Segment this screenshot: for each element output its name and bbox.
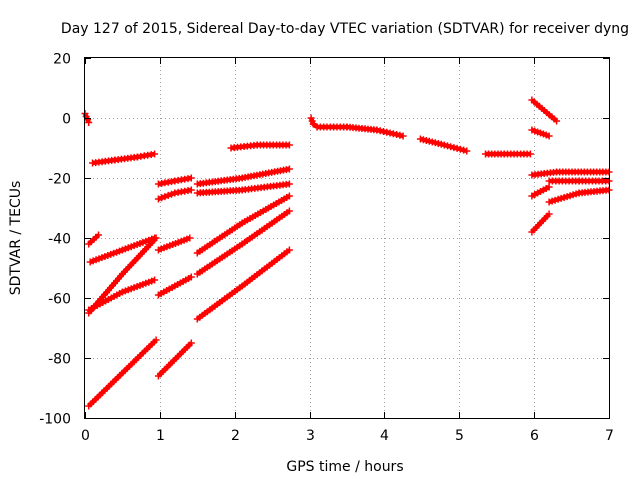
series-s02 bbox=[89, 150, 159, 167]
series-s22 bbox=[482, 150, 534, 158]
series-s27 bbox=[528, 183, 553, 200]
data-point bbox=[309, 120, 317, 128]
data-point bbox=[152, 336, 160, 344]
series-s28 bbox=[545, 186, 613, 206]
data-point bbox=[187, 339, 195, 347]
series-s24 bbox=[528, 126, 553, 140]
series-s18 bbox=[227, 141, 293, 152]
data-point bbox=[187, 174, 195, 182]
plot-frame bbox=[84, 57, 610, 419]
data-point bbox=[152, 234, 160, 242]
data-point bbox=[168, 190, 175, 198]
x-tick-label: 3 bbox=[306, 428, 315, 444]
data-point bbox=[373, 126, 381, 134]
data-point bbox=[450, 144, 458, 152]
series-s15 bbox=[193, 192, 293, 257]
x-tick-label: 7 bbox=[605, 428, 614, 444]
data-point bbox=[154, 195, 162, 203]
y-tick-label: -40 bbox=[48, 232, 71, 248]
series-s14 bbox=[193, 180, 293, 197]
x-tick-label: 6 bbox=[530, 428, 539, 444]
series-s11 bbox=[154, 273, 195, 299]
series-s16 bbox=[193, 207, 293, 278]
series-s19 bbox=[307, 114, 321, 131]
x-tick-label: 0 bbox=[81, 428, 90, 444]
x-tick-label: 5 bbox=[455, 428, 464, 444]
data-point bbox=[460, 146, 468, 154]
x-axis-label: GPS time / hours bbox=[286, 459, 403, 475]
data-point bbox=[380, 128, 387, 135]
series-s09 bbox=[154, 186, 195, 203]
data-point bbox=[545, 183, 553, 191]
series-s26 bbox=[545, 177, 613, 185]
x-tick-label: 1 bbox=[156, 428, 165, 444]
y-axis-label: SDTVAR / TECUs bbox=[8, 181, 24, 296]
data-point bbox=[545, 210, 553, 218]
data-point bbox=[456, 145, 464, 153]
data-point bbox=[85, 119, 93, 126]
data-point bbox=[463, 147, 471, 155]
data-point bbox=[453, 144, 461, 152]
series-s13 bbox=[193, 165, 293, 188]
data-point bbox=[545, 132, 553, 140]
data-point bbox=[553, 117, 561, 125]
data-point bbox=[151, 150, 159, 158]
series-s29 bbox=[528, 210, 553, 236]
data-point bbox=[161, 193, 169, 201]
series-s12 bbox=[154, 339, 195, 380]
series-s21 bbox=[416, 135, 471, 155]
data-point bbox=[187, 273, 195, 281]
data-point bbox=[285, 180, 293, 188]
y-tick-label: 20 bbox=[53, 52, 71, 68]
data-point bbox=[285, 141, 293, 149]
series-s07 bbox=[85, 336, 160, 410]
data-point bbox=[440, 141, 448, 149]
data-point bbox=[285, 246, 293, 254]
data-point bbox=[164, 191, 172, 199]
y-tick-label: -60 bbox=[48, 292, 71, 308]
data-point bbox=[399, 132, 407, 140]
series-line bbox=[156, 341, 193, 378]
data-point bbox=[285, 165, 293, 173]
data-point bbox=[187, 186, 195, 194]
data-point bbox=[526, 150, 534, 158]
grid bbox=[85, 58, 609, 418]
series-s06 bbox=[85, 276, 159, 314]
data-point bbox=[285, 192, 293, 200]
data-point bbox=[95, 231, 102, 239]
series-s20 bbox=[313, 123, 407, 140]
data-point bbox=[158, 194, 166, 202]
y-tick-label: -80 bbox=[48, 352, 71, 368]
series-s17 bbox=[193, 246, 293, 323]
data-point bbox=[386, 129, 394, 137]
data-point bbox=[186, 234, 194, 242]
x-tick-label: 2 bbox=[231, 428, 240, 444]
data-point bbox=[285, 207, 293, 215]
y-tick-label: -20 bbox=[48, 172, 71, 188]
data-point bbox=[447, 143, 455, 151]
series-s25 bbox=[528, 168, 613, 179]
data-point bbox=[393, 131, 401, 138]
series-s10 bbox=[154, 234, 194, 254]
data-series bbox=[81, 96, 613, 410]
series-s03 bbox=[85, 231, 102, 248]
x-tick-label: 4 bbox=[380, 428, 389, 444]
chart-title: Day 127 of 2015, Sidereal Day-to-day VTE… bbox=[61, 21, 629, 37]
data-point bbox=[444, 142, 451, 150]
series-s08 bbox=[154, 174, 195, 188]
axis-ticks: 0 1 2 3 4 5 6 7 20 0 -20 -40 -60 -80 -100 bbox=[39, 52, 614, 445]
y-tick-label: 0 bbox=[62, 112, 71, 128]
y-tick-label: -100 bbox=[39, 412, 71, 428]
series-s23 bbox=[528, 96, 561, 125]
data-point bbox=[151, 276, 159, 284]
